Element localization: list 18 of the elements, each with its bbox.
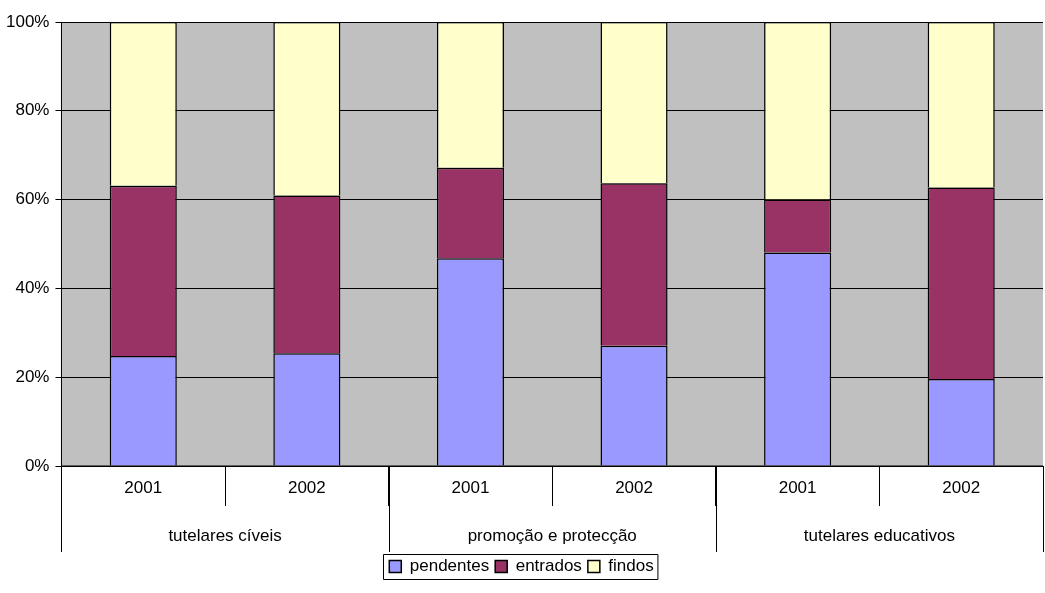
legend-label: pendentes <box>409 556 490 576</box>
legend-label: findos <box>608 556 654 576</box>
y-tick-label: 40% <box>15 278 50 298</box>
text: promoção e protecção <box>467 525 637 545</box>
x-tick-label: 2002 <box>287 477 326 497</box>
y-tick-label: 80% <box>15 100 50 120</box>
y-tick-label: 0% <box>24 455 50 475</box>
y-tick-label: 60% <box>15 189 50 209</box>
x-tick-label: 2001 <box>124 477 163 497</box>
legend-label: entrados <box>515 556 582 576</box>
text: tutelares cíveis <box>168 525 282 545</box>
y-tick-label: 20% <box>15 366 50 386</box>
y-tick-label: 100% <box>6 11 50 31</box>
x-tick-label: 2001 <box>451 477 490 497</box>
text: tutelares educativos <box>803 525 956 545</box>
x-tick-label: 2002 <box>942 477 981 497</box>
x-tick-label: 2001 <box>778 477 817 497</box>
x-tick-label: 2002 <box>615 477 653 497</box>
